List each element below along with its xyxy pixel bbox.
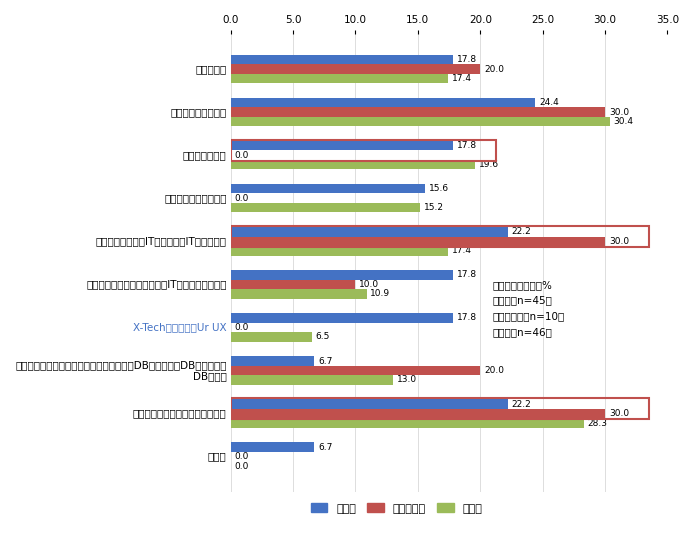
Bar xyxy=(230,442,314,452)
Bar xyxy=(230,117,610,126)
Bar xyxy=(230,366,480,375)
Bar xyxy=(230,332,312,342)
Text: 17.8: 17.8 xyxy=(457,141,477,150)
Text: 0.0: 0.0 xyxy=(235,323,248,332)
Bar xyxy=(230,237,605,246)
Text: 17.4: 17.4 xyxy=(452,74,471,83)
Text: 17.8: 17.8 xyxy=(457,55,477,64)
Bar xyxy=(230,418,584,428)
Bar xyxy=(230,313,452,323)
Bar xyxy=(230,203,421,212)
Bar xyxy=(230,74,448,84)
Text: 30.0: 30.0 xyxy=(609,108,629,117)
Bar xyxy=(230,280,355,289)
Bar xyxy=(230,141,452,150)
Bar xyxy=(230,246,448,255)
Text: 15.6: 15.6 xyxy=(429,184,449,193)
Bar xyxy=(230,184,425,194)
Bar xyxy=(230,270,452,280)
Text: 15.2: 15.2 xyxy=(424,203,444,212)
Bar xyxy=(230,227,508,237)
Bar xyxy=(230,375,393,385)
Text: 0.0: 0.0 xyxy=(235,194,248,203)
Bar xyxy=(230,107,605,117)
Bar xyxy=(230,64,480,74)
Text: 17.8: 17.8 xyxy=(457,314,477,322)
Bar xyxy=(230,289,366,299)
Text: 6.7: 6.7 xyxy=(318,357,332,366)
Text: 6.7: 6.7 xyxy=(318,442,332,452)
Bar xyxy=(230,356,314,366)
Text: 28.3: 28.3 xyxy=(588,419,607,427)
Text: 17.4: 17.4 xyxy=(452,246,471,255)
Text: 13.0: 13.0 xyxy=(397,375,417,384)
Text: 0.0: 0.0 xyxy=(235,150,248,160)
Text: 24.4: 24.4 xyxy=(539,98,559,107)
Text: 22.2: 22.2 xyxy=(511,400,531,409)
Text: 20.0: 20.0 xyxy=(484,366,504,375)
Text: 6.5: 6.5 xyxy=(316,332,330,341)
Text: 30.0: 30.0 xyxy=(609,409,629,418)
Bar xyxy=(230,98,535,107)
Text: 17.8: 17.8 xyxy=(457,270,477,279)
Text: 10.0: 10.0 xyxy=(359,280,380,289)
Text: 22.2: 22.2 xyxy=(511,227,531,236)
Bar xyxy=(230,55,452,64)
Text: 20.0: 20.0 xyxy=(484,65,504,74)
Text: 19.6: 19.6 xyxy=(479,160,499,169)
Text: 複数回答、単位：%
大企業（n=45）
ベンチャー（n=10）
その他（n=46）: 複数回答、単位：% 大企業（n=45） ベンチャー（n=10） その他（n=46… xyxy=(493,280,565,337)
Legend: 大企業, ベンチャー, その他: 大企業, ベンチャー, その他 xyxy=(306,499,487,518)
Text: 0.0: 0.0 xyxy=(235,462,248,471)
Text: 0.0: 0.0 xyxy=(235,452,248,461)
Bar xyxy=(230,399,508,409)
Bar xyxy=(230,409,605,418)
Bar xyxy=(230,160,475,169)
Text: 10.9: 10.9 xyxy=(371,289,391,298)
Text: 30.0: 30.0 xyxy=(609,237,629,246)
Text: 30.4: 30.4 xyxy=(613,117,634,126)
